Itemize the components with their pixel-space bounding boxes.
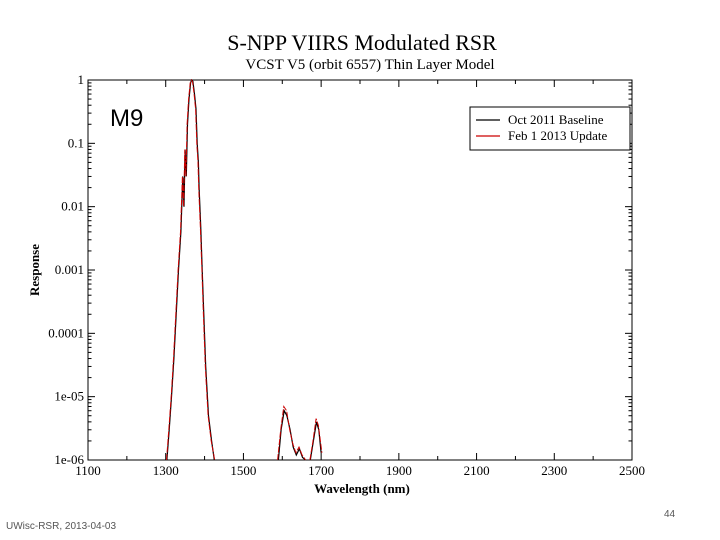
y-tick-label: 0.001 bbox=[55, 262, 84, 277]
slide-footer: UWisc-RSR, 2013-04-03 bbox=[6, 521, 117, 532]
y-tick-label: 1e-06 bbox=[54, 452, 84, 467]
chart-title: S-NPP VIIRS Modulated RSR bbox=[227, 30, 497, 55]
x-tick-label: 2300 bbox=[541, 463, 567, 478]
legend-box bbox=[469, 106, 631, 151]
x-tick-label: 1500 bbox=[230, 463, 256, 478]
series-line-update bbox=[309, 418, 323, 461]
y-axis-label: Response bbox=[27, 244, 42, 296]
x-tick-label: 1100 bbox=[75, 463, 101, 478]
band-annotation: M9 bbox=[110, 105, 143, 132]
page-number: 44 bbox=[664, 509, 676, 520]
y-tick-label: 1 bbox=[78, 72, 85, 87]
legend-label-baseline: Oct 2011 Baseline bbox=[508, 112, 604, 127]
legend: Oct 2011 Baseline Feb 1 2013 Update bbox=[469, 106, 631, 151]
axis-ticks: 1100 1300 1500 1700 1900 2100 2300 2500 1 0.1 0.01… bbox=[48, 72, 645, 478]
x-tick-label: 1900 bbox=[386, 463, 412, 478]
y-tick-label: 0.01 bbox=[61, 199, 84, 214]
x-tick-label: 1300 bbox=[153, 463, 179, 478]
series-line-baseline bbox=[309, 421, 322, 461]
x-tick-label: 1700 bbox=[308, 463, 334, 478]
legend-label-update: Feb 1 2013 Update bbox=[508, 128, 608, 143]
x-tick-label: 2100 bbox=[464, 463, 490, 478]
x-axis-label: Wavelength (nm) bbox=[314, 481, 410, 496]
y-tick-label: 0.0001 bbox=[48, 325, 84, 340]
chart-subtitle: VCST V5 (orbit 6557) Thin Layer Model bbox=[245, 57, 494, 73]
y-tick-label: 0.1 bbox=[68, 135, 84, 150]
series-layer bbox=[166, 78, 323, 461]
x-tick-label: 2500 bbox=[619, 463, 645, 478]
y-tick-label: 1e-05 bbox=[54, 389, 84, 404]
series-line-update bbox=[277, 405, 307, 461]
series-line-update bbox=[166, 79, 216, 461]
